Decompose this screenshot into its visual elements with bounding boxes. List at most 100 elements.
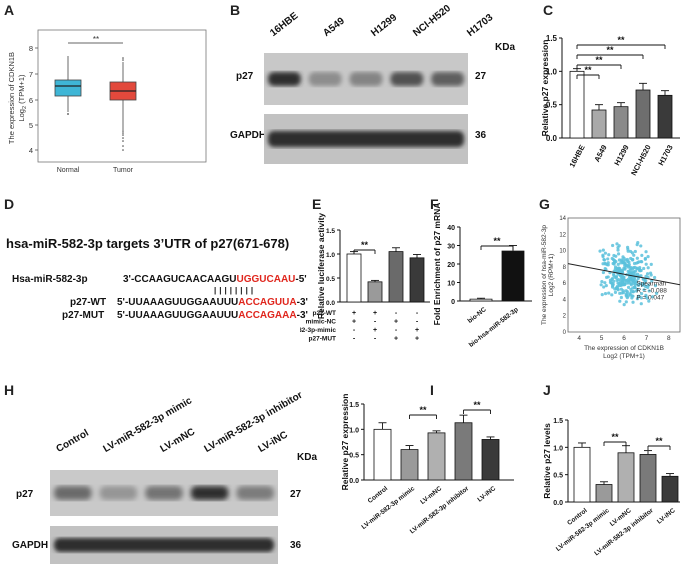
y-tick-label: 1.5 <box>326 228 335 235</box>
scatter-point <box>627 260 631 264</box>
condition-label: Hsa-miR-582-3p-mimic <box>300 327 336 334</box>
x-tick-label: H1703 <box>656 143 674 167</box>
scatter-point <box>642 283 646 287</box>
band-size-p27: 27 <box>290 489 302 500</box>
x-tick-label: LV-mNC <box>419 485 443 506</box>
mir-sequence: 3'-CCAAGUCAACAAGUUGGUCAAU-5' <box>123 274 307 285</box>
scatter-point <box>643 256 647 261</box>
scatter-point <box>645 296 649 300</box>
panel-g-scatter: The expression of hsa-miR-582-3p Log2 (RP… <box>541 216 681 360</box>
x-tick-label: Control <box>367 485 390 505</box>
scatter-point <box>615 284 620 288</box>
bar <box>617 452 635 503</box>
scatter-point <box>644 279 648 283</box>
scatter-point <box>647 289 651 293</box>
bar <box>613 106 629 139</box>
panel-j-chart: Relative p27 levels0.00.51.01.5ControlLV… <box>542 418 680 557</box>
x-tick-label: 4 <box>577 335 581 342</box>
blot-band <box>268 72 301 86</box>
scatter-point <box>640 253 644 258</box>
panel-a-ytick: 6 <box>29 96 33 105</box>
scatter-point <box>603 281 607 285</box>
panel-e-chart: Relative luciferase activity 0.0 0.5 1.0 1.5… <box>300 213 430 343</box>
condition-mark: - <box>353 327 356 334</box>
scatter-point <box>635 279 639 283</box>
y-axis-label: Relative p27 levels <box>542 423 552 499</box>
scatter-point <box>619 261 623 265</box>
scatter-point <box>628 249 633 254</box>
scatter-point <box>602 258 606 262</box>
scatter-point <box>624 258 628 262</box>
bar <box>346 253 362 303</box>
bar <box>373 428 392 481</box>
stat-text: P = 0.047 <box>636 295 664 302</box>
panel-a-ylabel-1: The expression of CDKN1B <box>7 52 16 144</box>
scatter-point <box>603 266 607 271</box>
y-tick-label: 0.0 <box>349 478 359 485</box>
x-tick-label: 16HBE <box>567 143 586 169</box>
scatter-point <box>639 244 643 248</box>
y-tick-label: 0.0 <box>553 500 563 507</box>
scatter-point <box>617 258 622 262</box>
lane-label: H1703 <box>465 12 496 39</box>
bar <box>639 454 657 503</box>
panel-label-c: C <box>543 2 554 18</box>
scatter-point <box>615 266 619 271</box>
panel-a-sig: ** <box>93 35 99 44</box>
wt-sequence: 5'-UUAAAGUUGGAAUUUACCAGUUA-3' <box>117 297 308 308</box>
y-tick-label: 6 <box>563 281 567 287</box>
y-tick-label: 20 <box>447 262 455 269</box>
y-tick-label: 10 <box>559 249 566 255</box>
scatter-point <box>607 291 611 295</box>
y-tick-label: 1.0 <box>326 252 335 259</box>
scatter-point <box>639 302 643 306</box>
condition-mark: + <box>415 327 419 334</box>
scatter-point <box>646 283 651 287</box>
y-tick-label: 1.5 <box>546 34 558 43</box>
lane-label: LV-miR-582-3p inhibitor <box>202 389 305 455</box>
scatter-point <box>600 292 604 297</box>
scatter-point <box>637 294 641 298</box>
scatter-point <box>635 243 639 247</box>
panel-a-ytick: 7 <box>29 70 33 79</box>
condition-mark: + <box>394 319 398 326</box>
scatter-point <box>632 277 637 281</box>
mir-label: Hsa-miR-582-3p <box>12 274 88 285</box>
band-size-gapdh: 36 <box>475 130 487 141</box>
scatter-point <box>642 288 646 292</box>
scatter-point <box>603 251 608 255</box>
lane-label: Control <box>54 427 91 455</box>
bar <box>367 281 383 303</box>
panel-d-title: hsa-miR-582-3p targets 3’UTR of p27(671-… <box>6 236 290 251</box>
scatter-point <box>631 300 635 304</box>
scatter-point <box>623 267 627 271</box>
condition-mark: + <box>352 310 356 317</box>
band-name-p27: p27 <box>16 489 34 500</box>
bar <box>595 484 613 503</box>
y-axis-label: Relative luciferase activity <box>316 213 326 320</box>
blot-band <box>308 72 342 86</box>
y-axis-label: The expression of hsa-miR-582-3p <box>541 225 548 325</box>
blot-band <box>390 72 424 86</box>
bar <box>481 439 500 481</box>
scatter-point <box>616 252 621 256</box>
panel-a-boxplot: The expression of CDKN1B Log2 (TPM+1) 8 … <box>7 29 207 174</box>
scatter-point <box>644 293 648 297</box>
lane-label: LV-mNC <box>158 426 198 455</box>
condition-mark: + <box>415 336 419 343</box>
y-tick-label: 1.0 <box>349 427 359 434</box>
scatter-point <box>650 279 654 283</box>
x-tick-label: NCI-H520 <box>629 143 653 177</box>
box-normal <box>54 56 82 115</box>
y-tick-label: 0.5 <box>349 453 359 460</box>
lane-label: A549 <box>321 15 347 40</box>
bar <box>454 422 473 481</box>
y-tick-label: 1.5 <box>553 418 563 425</box>
condition-mark: + <box>352 319 356 326</box>
scatter-point <box>626 285 631 289</box>
panel-a-yticks: 8 7 6 5 4 <box>29 44 33 155</box>
lane-label: LV-miR-582-3p mimic <box>101 395 194 455</box>
panel-b-blot: 16HBE A549 H1299 NCI-H520 H1703 KDa p27 … <box>230 0 530 192</box>
x-tick-label: LV-iNC <box>656 507 677 526</box>
condition-mark: - <box>353 336 356 343</box>
